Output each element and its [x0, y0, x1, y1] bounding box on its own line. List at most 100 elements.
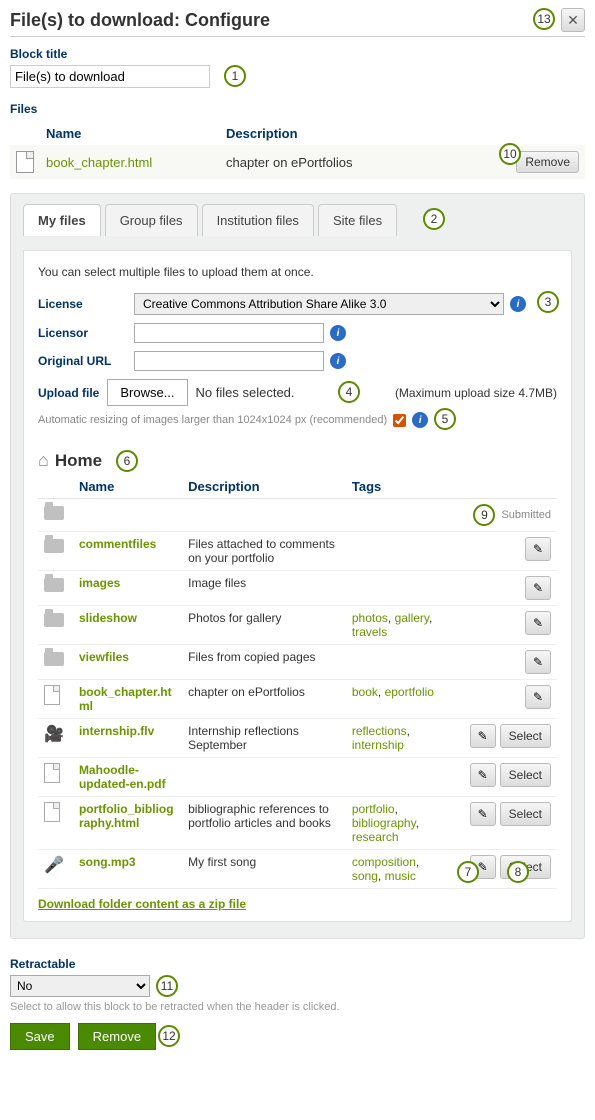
original-url-label: Original URL: [38, 354, 128, 368]
file-link[interactable]: portfolio_bibliography.html: [79, 802, 174, 830]
select-button[interactable]: Select: [500, 802, 551, 826]
select-button[interactable]: Select: [500, 763, 551, 787]
file-tags: photos, gallery, travels: [346, 606, 455, 645]
file-link[interactable]: slideshow: [79, 611, 137, 625]
block-title-label: Block title: [10, 47, 585, 61]
edit-button[interactable]: ✎: [525, 650, 551, 674]
tag-link[interactable]: travels: [352, 625, 387, 639]
tag-link[interactable]: internship: [352, 738, 404, 752]
max-size-text: (Maximum upload size 4.7MB): [395, 386, 557, 400]
info-icon[interactable]: i: [510, 296, 526, 312]
select-button[interactable]: Select: [500, 724, 551, 748]
info-icon[interactable]: i: [412, 412, 428, 428]
retractable-label: Retractable: [10, 957, 585, 971]
selected-file-row: book_chapter.html chapter on ePortfolios…: [10, 145, 585, 179]
file-link[interactable]: song.mp3: [79, 855, 136, 869]
tab-site-files[interactable]: Site files: [318, 204, 397, 236]
file-tags: [346, 532, 455, 571]
callout-4: 4: [338, 381, 360, 403]
tag-link[interactable]: photos: [352, 611, 388, 625]
remove-file-button[interactable]: Remove: [516, 151, 579, 173]
close-icon: ✕: [567, 12, 579, 29]
upload-label: Upload file: [38, 386, 99, 400]
tag-link[interactable]: music: [385, 869, 416, 883]
col-name: Name: [40, 122, 220, 145]
file-browser-table: Name Description Tags 9Submittedcommentf…: [38, 475, 557, 889]
file-link[interactable]: Mahoodle-updated-en.pdf: [79, 763, 166, 791]
file-tags: [346, 645, 455, 680]
remove-button[interactable]: Remove: [78, 1023, 156, 1050]
no-files-text: No files selected.: [196, 385, 295, 400]
retractable-help: Select to allow this block to be retract…: [10, 1001, 585, 1013]
close-button[interactable]: ✕: [561, 8, 585, 32]
edit-button[interactable]: ✎: [525, 685, 551, 709]
tag-link[interactable]: song: [352, 869, 378, 883]
folder-icon: [44, 506, 64, 520]
original-url-input[interactable]: [134, 351, 324, 371]
download-zip-link[interactable]: Download folder content as a zip file: [38, 897, 557, 911]
edit-button[interactable]: ✎: [525, 611, 551, 635]
file-description: My first song: [182, 850, 346, 889]
license-select[interactable]: Creative Commons Attribution Share Alike…: [134, 293, 504, 315]
licensor-input[interactable]: [134, 323, 324, 343]
edit-button[interactable]: ✎: [470, 855, 496, 879]
table-row: Mahoodle-updated-en.pdf ✎Select: [38, 758, 557, 797]
file-description: bibliographic references to portfolio ar…: [182, 797, 346, 850]
file-description: Files attached to comments on your portf…: [182, 532, 346, 571]
file-tags: [346, 499, 455, 532]
table-row: 9 Submitted: [38, 499, 557, 532]
edit-button[interactable]: ✎: [470, 763, 496, 787]
file-icon: [44, 685, 60, 705]
file-tags: [346, 758, 455, 797]
retractable-select[interactable]: No: [10, 975, 150, 997]
info-icon[interactable]: i: [330, 353, 346, 369]
selected-files-table: Name Description book_chapter.html chapt…: [10, 122, 585, 179]
tag-link[interactable]: composition: [352, 855, 416, 869]
table-row: portfolio_bibliography.html bibliographic…: [38, 797, 557, 850]
file-link[interactable]: internship.flv: [79, 724, 154, 738]
edit-button[interactable]: ✎: [525, 576, 551, 600]
tag-link[interactable]: bibliography: [352, 816, 416, 830]
col-description: Description: [220, 122, 505, 145]
tag-link[interactable]: eportfolio: [385, 685, 434, 699]
save-button[interactable]: Save: [10, 1023, 70, 1050]
tag-link[interactable]: book: [352, 685, 378, 699]
tag-link[interactable]: research: [352, 830, 399, 844]
select-button[interactable]: Select: [500, 855, 551, 879]
edit-button[interactable]: ✎: [470, 802, 496, 826]
tab-institution-files[interactable]: Institution files: [202, 204, 314, 236]
tag-link[interactable]: reflections: [352, 724, 407, 738]
file-link[interactable]: book_chapter.html: [46, 155, 152, 170]
edit-button[interactable]: ✎: [470, 724, 496, 748]
callout-9: 9: [473, 504, 495, 526]
table-row: slideshow Photos for galleryphotos, galle…: [38, 606, 557, 645]
edit-button[interactable]: ✎: [525, 537, 551, 561]
file-description: Files from copied pages: [182, 645, 346, 680]
table-row: 🎤song.mp3My first songcomposition, song,…: [38, 850, 557, 889]
info-icon[interactable]: i: [330, 325, 346, 341]
tag-link[interactable]: gallery: [395, 611, 429, 625]
mic-icon: 🎤: [44, 857, 64, 874]
browse-button[interactable]: Browse...: [107, 379, 187, 406]
callout-1: 1: [224, 65, 246, 87]
tab-group-files[interactable]: Group files: [105, 204, 198, 236]
resize-checkbox[interactable]: [393, 414, 406, 427]
files-label: Files: [10, 102, 585, 116]
file-description: Photos for gallery: [182, 606, 346, 645]
file-link[interactable]: images: [79, 576, 120, 590]
submitted-badge: Submitted: [501, 509, 551, 521]
tag-link[interactable]: portfolio: [352, 802, 395, 816]
col-tags: Tags: [346, 475, 455, 499]
home-title: Home: [55, 451, 102, 471]
block-title-input[interactable]: [10, 65, 210, 88]
callout-6: 6: [116, 450, 138, 472]
file-tags: portfolio, bibliography, research: [346, 797, 455, 850]
folder-icon: [44, 539, 64, 553]
file-link[interactable]: book_chapter.html: [79, 685, 172, 713]
tab-my-files[interactable]: My files: [23, 204, 101, 236]
file-tags: book, eportfolio: [346, 680, 455, 719]
file-link[interactable]: viewfiles: [79, 650, 129, 664]
upload-help: You can select multiple files to upload …: [38, 265, 557, 279]
file-link[interactable]: commentfiles: [79, 537, 156, 551]
callout-3: 3: [537, 291, 559, 313]
